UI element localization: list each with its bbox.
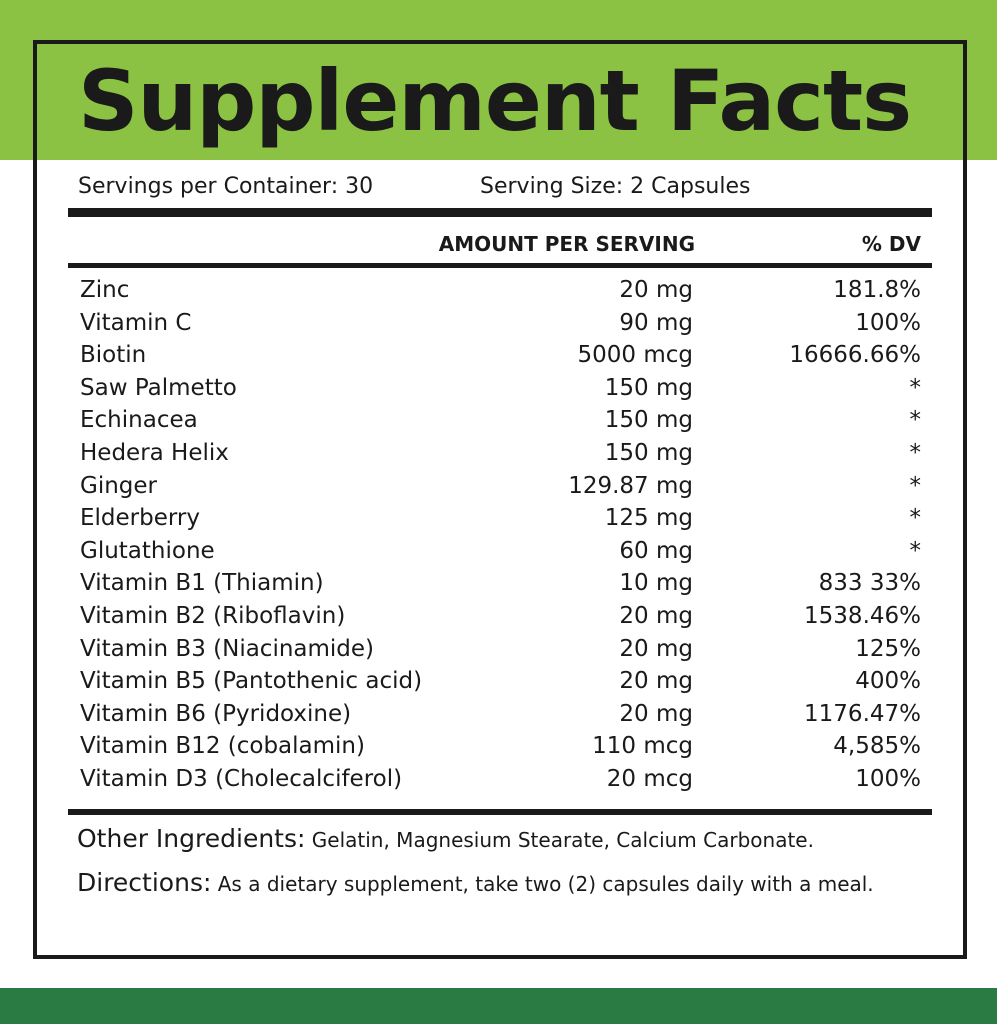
servings-per-container: Servings per Container: 30 <box>78 174 374 199</box>
ingredient: Echinacea <box>80 407 198 434</box>
ingredient: Vitamin B1 (Thiamin) <box>80 570 324 597</box>
daily-value: 125% <box>855 635 921 662</box>
ingredient: Glutathione <box>80 537 215 564</box>
ingredient: Saw Palmetto <box>80 374 237 401</box>
daily-value: * <box>909 472 922 499</box>
daily-value: 4,585% <box>833 733 921 760</box>
daily-value: 100% <box>855 309 921 336</box>
table-row: Vitamin C 90 mg 100% <box>68 310 932 343</box>
rule <box>68 263 932 268</box>
label: Directions: <box>77 868 212 897</box>
daily-value: * <box>909 440 922 466</box>
column-header: % DV <box>861 232 921 256</box>
daily-value: 1176.47% <box>804 700 921 727</box>
ingredient: Vitamin B3 (Niacinamide) <box>80 635 375 662</box>
amount: 125 mg <box>604 505 693 532</box>
daily-value: 100% <box>855 766 921 792</box>
title: Supplement Facts <box>78 52 912 150</box>
daily-value: * <box>909 537 922 564</box>
amount: 110 mcg <box>592 733 693 760</box>
ingredient: Vitamin C <box>80 309 192 336</box>
ingredient: Hedera Helix <box>80 440 229 466</box>
amount: 90 mg <box>619 309 693 336</box>
table-row: Vitamin B5 (Pantothenic acid) 20 mg 400% <box>68 668 932 701</box>
table-row: Vitamin B2 (Riboflavin) 20 mg 1538.46% <box>68 603 932 636</box>
directions: Directions: As a dietary supplement, tak… <box>77 870 907 897</box>
bottom-band <box>0 988 997 1024</box>
table-row: Glutathione 60 mg * <box>68 538 932 571</box>
table-row: Vitamin D3 (Cholecalciferol) 20 mcg 100% <box>68 766 932 799</box>
amount: 5000 mcg <box>577 342 694 369</box>
label: Other Ingredients: <box>77 824 306 853</box>
amount: 20 mg <box>619 603 693 629</box>
amount: 20 mg <box>619 668 693 695</box>
table-row: Vitamin B12 (cobalamin) 110 mcg 4,585% <box>68 733 932 766</box>
amount: 10 mg <box>619 570 693 597</box>
daily-value: 833 33% <box>818 570 921 597</box>
other-ingredients: Other Ingredients: Gelatin, Magnesium St… <box>77 826 937 853</box>
amount: 150 mg <box>604 374 693 401</box>
table-row: Elderberry 125 mg * <box>68 505 932 538</box>
table-row: Echinacea 150 mg * <box>68 407 932 440</box>
label-box <box>33 40 967 959</box>
table-row: Biotin 5000 mcg 16666.66% <box>68 342 932 375</box>
amount: 20 mg <box>619 700 693 727</box>
daily-value: * <box>909 505 922 532</box>
rule <box>68 809 932 815</box>
table-row: Vitamin B3 (Niacinamide) 20 mg 125% <box>68 636 932 669</box>
table-row: Saw Palmetto 150 mg * <box>68 375 932 408</box>
daily-value: 16666.66% <box>789 342 921 369</box>
ingredient: Elderberry <box>80 505 200 532</box>
amount: 150 mg <box>604 440 693 466</box>
daily-value: * <box>909 407 922 434</box>
table-row: Zinc 20 mg 181.8% <box>68 277 932 310</box>
ingredient: Biotin <box>80 342 147 369</box>
amount: 129.87 mg <box>568 472 693 499</box>
amount: 20 mg <box>619 277 693 303</box>
amount: 20 mcg <box>606 766 693 792</box>
ingredient: Ginger <box>80 472 157 499</box>
daily-value: 1538.46% <box>804 603 921 629</box>
daily-value: 400% <box>855 668 921 695</box>
table-row: Vitamin B6 (Pyridoxine) 20 mg 1176.47% <box>68 701 932 734</box>
table-row: Ginger 129.87 mg * <box>68 473 932 506</box>
ingredient: Vitamin B2 (Riboflavin) <box>80 603 346 629</box>
serving-size: Serving Size: 2 Capsules <box>480 174 751 199</box>
column-header: AMOUNT PER SERVING <box>438 232 695 256</box>
amount: 60 mg <box>619 537 693 564</box>
rule <box>68 208 932 217</box>
ingredient: Zinc <box>80 277 130 303</box>
text: As a dietary supplement, take two (2) ca… <box>217 872 874 896</box>
daily-value: 181.8% <box>833 277 921 303</box>
daily-value: * <box>909 374 922 401</box>
amount: 20 mg <box>619 635 693 662</box>
ingredient: Vitamin D3 (Cholecalciferol) <box>80 766 403 792</box>
table-row: Vitamin B1 (Thiamin) 10 mg 833 33% <box>68 570 932 603</box>
table-row: Hedera Helix 150 mg * <box>68 440 932 473</box>
ingredient: Vitamin B5 (Pantothenic acid) <box>80 668 423 695</box>
ingredient: Vitamin B12 (cobalamin) <box>80 733 365 760</box>
text: Gelatin, Magnesium Stearate, Calcium Car… <box>311 828 814 852</box>
amount: 150 mg <box>604 407 693 434</box>
ingredient: Vitamin B6 (Pyridoxine) <box>80 700 352 727</box>
